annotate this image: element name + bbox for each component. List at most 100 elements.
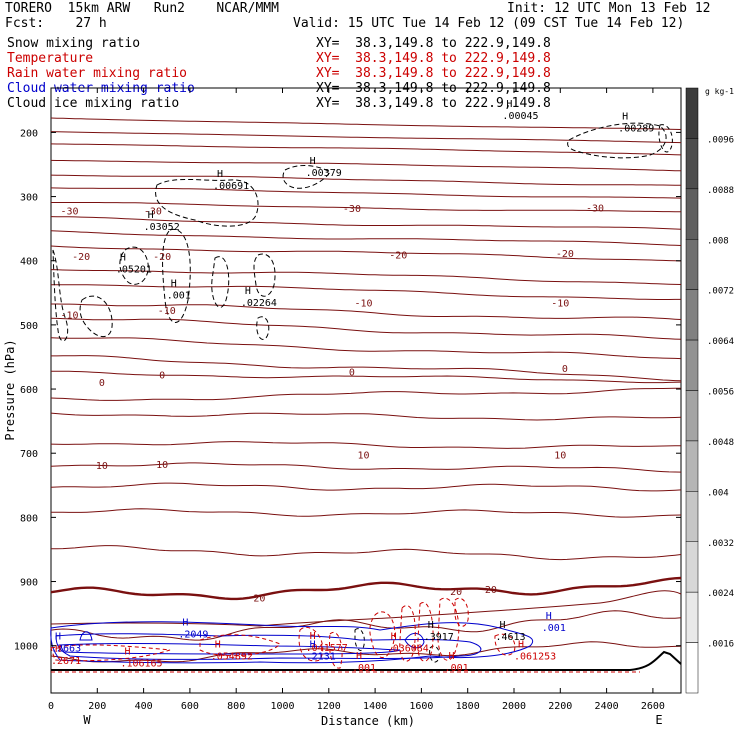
rain-contour (454, 597, 469, 627)
maximum-label: .00379 (306, 168, 342, 179)
snow-contour (256, 316, 270, 340)
snow-contour (567, 122, 667, 159)
isotherm-line (50, 245, 682, 262)
temperature-label: -30 (343, 204, 361, 215)
cloud-water-contour (59, 642, 401, 655)
maximum-label: .00691 (213, 181, 249, 192)
x-tick-label: 600 (181, 701, 199, 712)
snow-contour (52, 249, 69, 342)
maximum-marker: H (148, 210, 154, 221)
field-name-snow: Snow mixing ratio (7, 36, 141, 51)
rain-contour (369, 611, 396, 658)
isotherm-line (50, 143, 682, 156)
maximum-label: .041577 (306, 643, 348, 654)
maximum-label: .001 (542, 623, 566, 634)
temperature-label: -20 (72, 252, 90, 263)
field-xy-snow: XY= 38.3,149.8 to 222.9,149.8 (316, 36, 551, 51)
x-tick-label: 800 (227, 701, 245, 712)
isotherm-line (50, 187, 682, 199)
maximum-marker: H (622, 111, 628, 122)
isotherm-line (50, 131, 682, 144)
colorbar-segment (685, 188, 699, 240)
rain-contour (494, 633, 516, 656)
isotherm-line (50, 337, 682, 360)
temperature-label: -30 (586, 203, 604, 214)
colorbar-segment (685, 239, 699, 290)
cloud-water-contours (50, 621, 533, 664)
maximum-marker: H (391, 632, 397, 643)
rain-contour (298, 626, 324, 662)
temperature-label: 10 (156, 460, 168, 471)
field-name-rain: Rain water mixing ratio (7, 66, 188, 81)
rain-contour (50, 644, 171, 662)
maximum-marker: H (546, 611, 552, 622)
colorbar-label: .0032 (707, 539, 734, 549)
header-title: TORERO 15km ARW Run2 NCAR/MMM (5, 1, 279, 16)
isotherm-line (51, 202, 681, 213)
x-tick-label: 200 (88, 701, 106, 712)
snow-contour (282, 165, 331, 189)
ice-contour (658, 124, 673, 153)
colorbar-label: .0064 (707, 337, 734, 347)
temperature-label: 10 (554, 450, 566, 461)
isotherm-line (50, 641, 682, 663)
isotherm-line (50, 590, 682, 627)
y-tick-label: 800 (20, 513, 38, 524)
colorbar-segment (685, 440, 699, 492)
cloud-ice-contours (354, 124, 673, 663)
rain-contour (437, 597, 460, 661)
x-axis-ticks: 0 200 400 600 800 1000 1200 1400 1600 1800 2000 220… (48, 88, 665, 712)
y-tick-label: 600 (20, 385, 38, 396)
maximum-marker: H (124, 646, 130, 657)
isotherm-line (50, 317, 682, 340)
snow-contours (52, 122, 667, 342)
snow-contour (119, 246, 149, 285)
maximum-label: .2671 (51, 656, 81, 667)
field-xy-temperature: XY= 38.3,149.8 to 222.9,149.8 (316, 51, 551, 66)
maximum-label: .4613 (495, 632, 525, 643)
x-tick-label: 1200 (317, 701, 341, 712)
maximum-marker: H (120, 252, 126, 263)
maximum-marker: H (182, 618, 188, 629)
colorbar-segment (685, 138, 699, 190)
isotherm-line (50, 576, 682, 601)
temperature-label: -10 (551, 298, 569, 309)
maximum-label: .061253 (514, 651, 556, 662)
temperature-label: -30 (144, 207, 162, 218)
maximum-label: .001 (167, 291, 191, 302)
maximum-marker: H (310, 631, 316, 642)
isotherm-line (51, 370, 682, 384)
isotherm-line (51, 508, 682, 518)
header-fcst: Fcst: 27 h (5, 16, 107, 31)
plot-frame (50, 87, 682, 694)
snow-contour (79, 295, 113, 338)
colorbar-segment (685, 87, 699, 139)
maximum-marker: H (310, 156, 316, 167)
isotherm-line (50, 462, 682, 473)
rain-contour (399, 605, 416, 662)
isotherm-line (51, 355, 682, 382)
temperature-label: -10 (158, 306, 176, 317)
isotherm-line (50, 387, 682, 401)
maximum-label: .05201 (116, 264, 152, 275)
maximum-marker: H (449, 651, 455, 662)
colorbar-label: .0016 (707, 640, 734, 650)
colorbar-label: .0088 (707, 186, 734, 196)
temperature-label: -20 (389, 250, 407, 261)
temperature-labels: -30 -30 -30 -30 -20 -20 -20 -20 -10 -10 -10 -10 0 0 0 0… (60, 203, 604, 604)
maximum-label: .3917 (424, 632, 454, 643)
maximum-label: .054892 (211, 651, 253, 662)
colorbar-segment (685, 339, 699, 391)
rain-contour (329, 631, 343, 669)
isotherm-line (50, 230, 682, 246)
field-xy-cloud-ice: XY= 38.3,149.8 to 222.9,149.8 (316, 96, 551, 111)
rain-contours (50, 597, 640, 673)
maximum-marker: H (310, 639, 316, 650)
cloud-water-contour (404, 633, 425, 649)
y-tick-label: 900 (20, 578, 38, 589)
cloud-water-contour (79, 631, 93, 641)
temperature-label: 0 (99, 378, 105, 389)
isotherm-line (51, 303, 682, 320)
maximum-label: .036084 (387, 644, 429, 655)
